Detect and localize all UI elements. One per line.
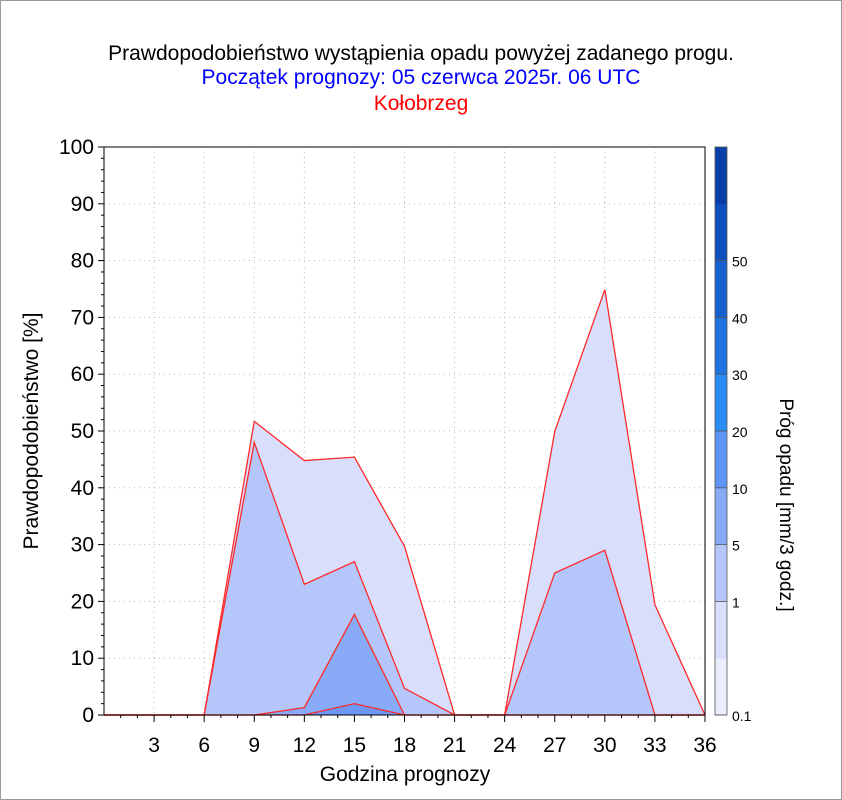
x-axis-label: Godzina prognozy bbox=[320, 763, 491, 786]
colorbar-band bbox=[715, 487, 727, 546]
y-tick-label: 50 bbox=[71, 420, 94, 443]
colorbar-tick-label: 0.1 bbox=[732, 708, 752, 724]
x-tick-label: 30 bbox=[593, 734, 616, 757]
y-tick-label: 10 bbox=[71, 647, 94, 670]
x-tick-label: 27 bbox=[543, 734, 566, 757]
y-tick-label: 80 bbox=[71, 250, 94, 273]
colorbar-band bbox=[715, 658, 727, 716]
colorbar-tick-label: 50 bbox=[732, 254, 748, 270]
x-tick-label: 21 bbox=[443, 734, 466, 757]
x-tick-label: 3 bbox=[148, 734, 160, 757]
chart-title: Prawdopodobieństwo wystąpienia opadu pow… bbox=[108, 42, 734, 65]
y-axis-label: Prawdopodobieństwo [%] bbox=[20, 313, 43, 550]
colorbar-tick-label: 1 bbox=[732, 594, 740, 610]
colorbar: 0.1 1 5 10 20 30 40 50 bbox=[714, 146, 752, 724]
x-tick-label: 36 bbox=[693, 734, 716, 757]
y-tick-label: 60 bbox=[71, 363, 94, 386]
location-subtitle: Kołobrzeg bbox=[373, 92, 469, 115]
colorbar-tick-label: 30 bbox=[732, 367, 748, 383]
y-tick-label: 0 bbox=[82, 704, 94, 727]
y-tick-label: 100 bbox=[59, 136, 94, 159]
colorbar-tick-label: 10 bbox=[732, 481, 748, 497]
colorbar-band bbox=[715, 147, 727, 205]
forecast-start-subtitle: Początek prognozy: 05 czerwca 2025r. 06 … bbox=[201, 66, 641, 89]
colorbar-band bbox=[715, 317, 727, 375]
colorbar-tick-label: 20 bbox=[732, 424, 748, 440]
x-tick-label: 6 bbox=[198, 734, 210, 757]
x-tick-label: 24 bbox=[493, 734, 517, 757]
colorbar-band bbox=[715, 260, 727, 318]
x-tick-label: 18 bbox=[393, 734, 416, 757]
colorbar-band bbox=[715, 203, 727, 262]
x-tick-label: 15 bbox=[343, 734, 366, 757]
y-tick-label: 70 bbox=[71, 306, 94, 329]
y-tick-label: 40 bbox=[71, 477, 94, 500]
x-tick-label: 12 bbox=[293, 734, 316, 757]
colorbar-tick-label: 5 bbox=[732, 538, 740, 554]
x-tick-label: 9 bbox=[248, 734, 260, 757]
y-tick-label: 90 bbox=[71, 193, 94, 216]
colorbar-tick-label: 40 bbox=[732, 310, 748, 326]
colorbar-band bbox=[715, 544, 727, 602]
y-tick-label: 30 bbox=[71, 534, 94, 557]
area-threshold-1 bbox=[104, 442, 705, 715]
colorbar-label: Próg opadu [mm/3 godz.] bbox=[775, 398, 796, 611]
y-tick-label: 20 bbox=[71, 590, 94, 613]
x-tick-label: 33 bbox=[643, 734, 666, 757]
colorbar-band bbox=[715, 374, 727, 432]
colorbar-band bbox=[715, 431, 727, 489]
colorbar-band bbox=[715, 601, 727, 659]
